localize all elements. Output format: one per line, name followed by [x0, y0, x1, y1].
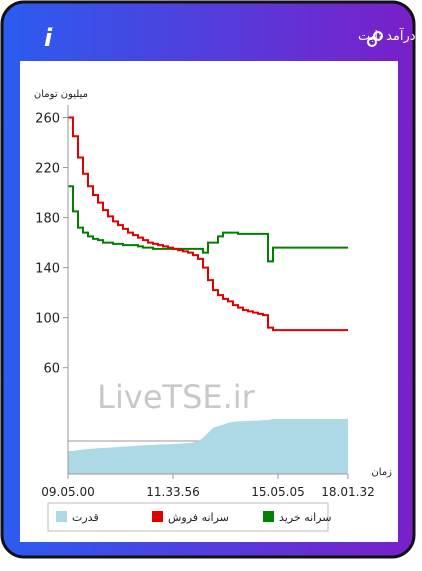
line [68, 185, 348, 263]
y-axis-title: میلیون تومان [34, 89, 88, 100]
x-tick-label: 11.33.56 [146, 485, 199, 499]
watermark: LiveTSE.ir [97, 378, 255, 416]
area [68, 418, 348, 474]
x-axis-title: زمان [371, 467, 392, 478]
legend-label: قدرت [72, 511, 99, 524]
y-tick-label: 140 [35, 262, 60, 277]
y-tick-label: 60 [43, 362, 60, 377]
legend-swatch [263, 511, 274, 522]
info-icon[interactable]: i [44, 24, 53, 52]
legend-swatch [56, 511, 67, 522]
x-tick-label: 09.05.00 [41, 485, 94, 499]
y-tick-label: 100 [35, 312, 60, 327]
line [68, 116, 348, 332]
link-icon[interactable] [367, 31, 383, 47]
y-tick-label: 260 [35, 112, 60, 127]
y-tick-label: 180 [35, 212, 60, 227]
legend-box [47, 502, 329, 532]
legend-label: سرانه فروش [168, 511, 229, 524]
x-tick-label: 18.01.32 [321, 485, 374, 499]
legend-swatch [152, 511, 163, 522]
header-title: سرانه ی خرید و فروش حقیقی در صندوق های د… [358, 27, 422, 44]
y-tick-label: 220 [35, 162, 60, 177]
x-tick-label: 15.05.05 [251, 485, 304, 499]
legend-label: سرانه خرید [279, 511, 332, 524]
